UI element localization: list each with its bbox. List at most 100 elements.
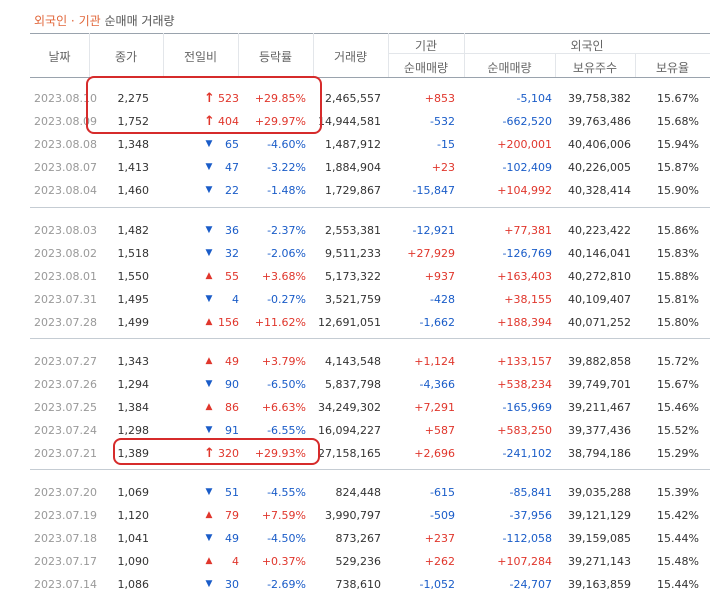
header-bottom-border [30,77,710,78]
close-price-cell: 1,389 [117,447,150,460]
hold-rate-cell: 15.68% [657,115,699,128]
header-institution: 기관 [414,39,438,53]
table-row: 2023.07.14 1,086 ▼ 30 -2.69% 738,610 -1,052 -24… [30,573,710,596]
change-value-cell: 30 [225,578,239,591]
institution-net-cell: -428 [430,293,455,306]
up-triangle-icon: ▲ [205,317,213,327]
change-rate-cell: +29.97% [254,115,306,128]
table-row: 2023.07.28 1,499 ▲ 156 +11.62% 12,691,051 -1,6… [30,311,710,334]
hold-rate-cell: 15.67% [657,92,699,105]
institution-net-cell: +853 [424,92,455,105]
institution-net-cell: +937 [424,270,455,283]
holdings-cell: 39,882,858 [568,355,631,368]
table-row: 2023.07.31 1,495 ▼ 4 -0.27% 3,521,759 -428 +38,… [30,288,710,311]
change-value-cell: 36 [225,224,239,237]
institution-net-cell: -1,662 [419,316,455,329]
table-row: 2023.08.03 1,482 ▼ 36 -2.37% 2,553,381 -12,921… [30,219,710,242]
title-subject: 순매매 거래량 [104,14,175,28]
table-row: 2023.07.26 1,294 ▼ 90 -6.50% 5,837,798 -4,366 +… [30,373,710,396]
change-rate-cell: -4.55% [267,486,306,499]
down-triangle-icon: ▼ [205,248,213,258]
header-date: 날짜 [48,50,71,64]
hold-rate-cell: 15.86% [657,224,699,237]
change-rate-cell: -6.50% [267,378,306,391]
header-column-divider [555,54,556,77]
hold-rate-cell: 15.46% [657,401,699,414]
change-rate-cell: -2.06% [267,247,306,260]
close-price-cell: 1,482 [117,224,150,237]
volume-cell: 12,691,051 [318,316,381,329]
down-triangle-icon: ▼ [205,225,213,235]
change-value-cell: 91 [225,424,239,437]
volume-cell: 14,944,581 [318,115,381,128]
foreigner-net-cell: -662,520 [502,115,552,128]
change-rate-cell: +3.79% [261,355,306,368]
institution-net-cell: -615 [430,486,455,499]
institution-net-cell: +23 [431,161,455,174]
volume-cell: 4,143,548 [325,355,381,368]
date-cell: 2023.07.20 [34,486,97,499]
change-value-cell: 404 [218,115,239,128]
foreigner-net-cell: +77,381 [504,224,552,237]
holdings-cell: 39,211,467 [568,401,631,414]
institution-net-cell: +27,929 [407,247,455,260]
volume-cell: 3,521,759 [325,293,381,306]
change-rate-cell: -2.69% [267,578,306,591]
foreigner-net-cell: +133,157 [497,355,552,368]
date-cell: 2023.08.08 [34,138,97,151]
change-rate-cell: +7.59% [261,509,306,522]
hold-rate-cell: 15.29% [657,447,699,460]
institution-net-cell: -15 [437,138,455,151]
change-value-cell: 55 [225,270,239,283]
institution-net-cell: -509 [430,509,455,522]
down-triangle-icon: ▼ [205,139,213,149]
volume-cell: 1,729,867 [325,184,381,197]
close-price-cell: 1,460 [117,184,150,197]
header-column-divider [464,33,465,77]
volume-cell: 16,094,227 [318,424,381,437]
close-price-cell: 1,384 [117,401,150,414]
institution-net-cell: -532 [430,115,455,128]
holdings-cell: 40,272,810 [568,270,631,283]
header-inst-net: 순매매량 [403,61,449,75]
holdings-cell: 39,271,143 [568,555,631,568]
table-row: 2023.07.27 1,343 ▲ 49 +3.79% 4,143,548 +1,124 +… [30,350,710,373]
foreigner-net-cell: -126,769 [502,247,552,260]
change-rate-cell: +29.85% [254,92,306,105]
close-price-cell: 1,752 [117,115,150,128]
holdings-cell: 39,377,436 [568,424,631,437]
change-value-cell: 51 [225,486,239,499]
header-hold-rate: 보유율 [655,61,690,75]
up-triangle-icon: ▲ [205,271,213,281]
institution-net-cell: -12,921 [412,224,455,237]
close-price-cell: 1,550 [117,270,150,283]
close-price-cell: 1,298 [117,424,150,437]
volume-cell: 5,173,322 [325,270,381,283]
close-price-cell: 1,086 [117,578,150,591]
close-price-cell: 1,499 [117,316,150,329]
table-row: 2023.08.01 1,550 ▲ 55 +3.68% 5,173,322 +937 +16… [30,265,710,288]
hold-rate-cell: 15.90% [657,184,699,197]
header-column-divider [89,33,90,77]
header-holdings: 보유주수 [572,61,618,75]
date-cell: 2023.08.02 [34,247,97,260]
foreigner-net-cell: +104,992 [497,184,552,197]
volume-cell: 1,487,912 [325,138,381,151]
institution-net-cell: -15,847 [412,184,455,197]
volume-cell: 5,837,798 [325,378,381,391]
close-price-cell: 2,275 [117,92,150,105]
table-row: 2023.08.07 1,413 ▼ 47 -3.22% 1,884,904 +23 -102… [30,156,710,179]
change-rate-cell: +11.62% [254,316,306,329]
change-rate-cell: -0.27% [267,293,306,306]
close-price-cell: 1,120 [117,509,150,522]
date-cell: 2023.08.09 [34,115,97,128]
foreigner-net-cell: +583,250 [497,424,552,437]
foreigner-net-cell: +538,234 [497,378,552,391]
header-group-divider [389,53,710,54]
institution-net-cell: +7,291 [414,401,455,414]
header-column-divider [163,33,164,77]
institution-net-cell: -4,366 [419,378,455,391]
change-value-cell: 49 [225,355,239,368]
date-cell: 2023.07.28 [34,316,97,329]
upper-limit-arrow-icon: ↑ [204,114,215,129]
